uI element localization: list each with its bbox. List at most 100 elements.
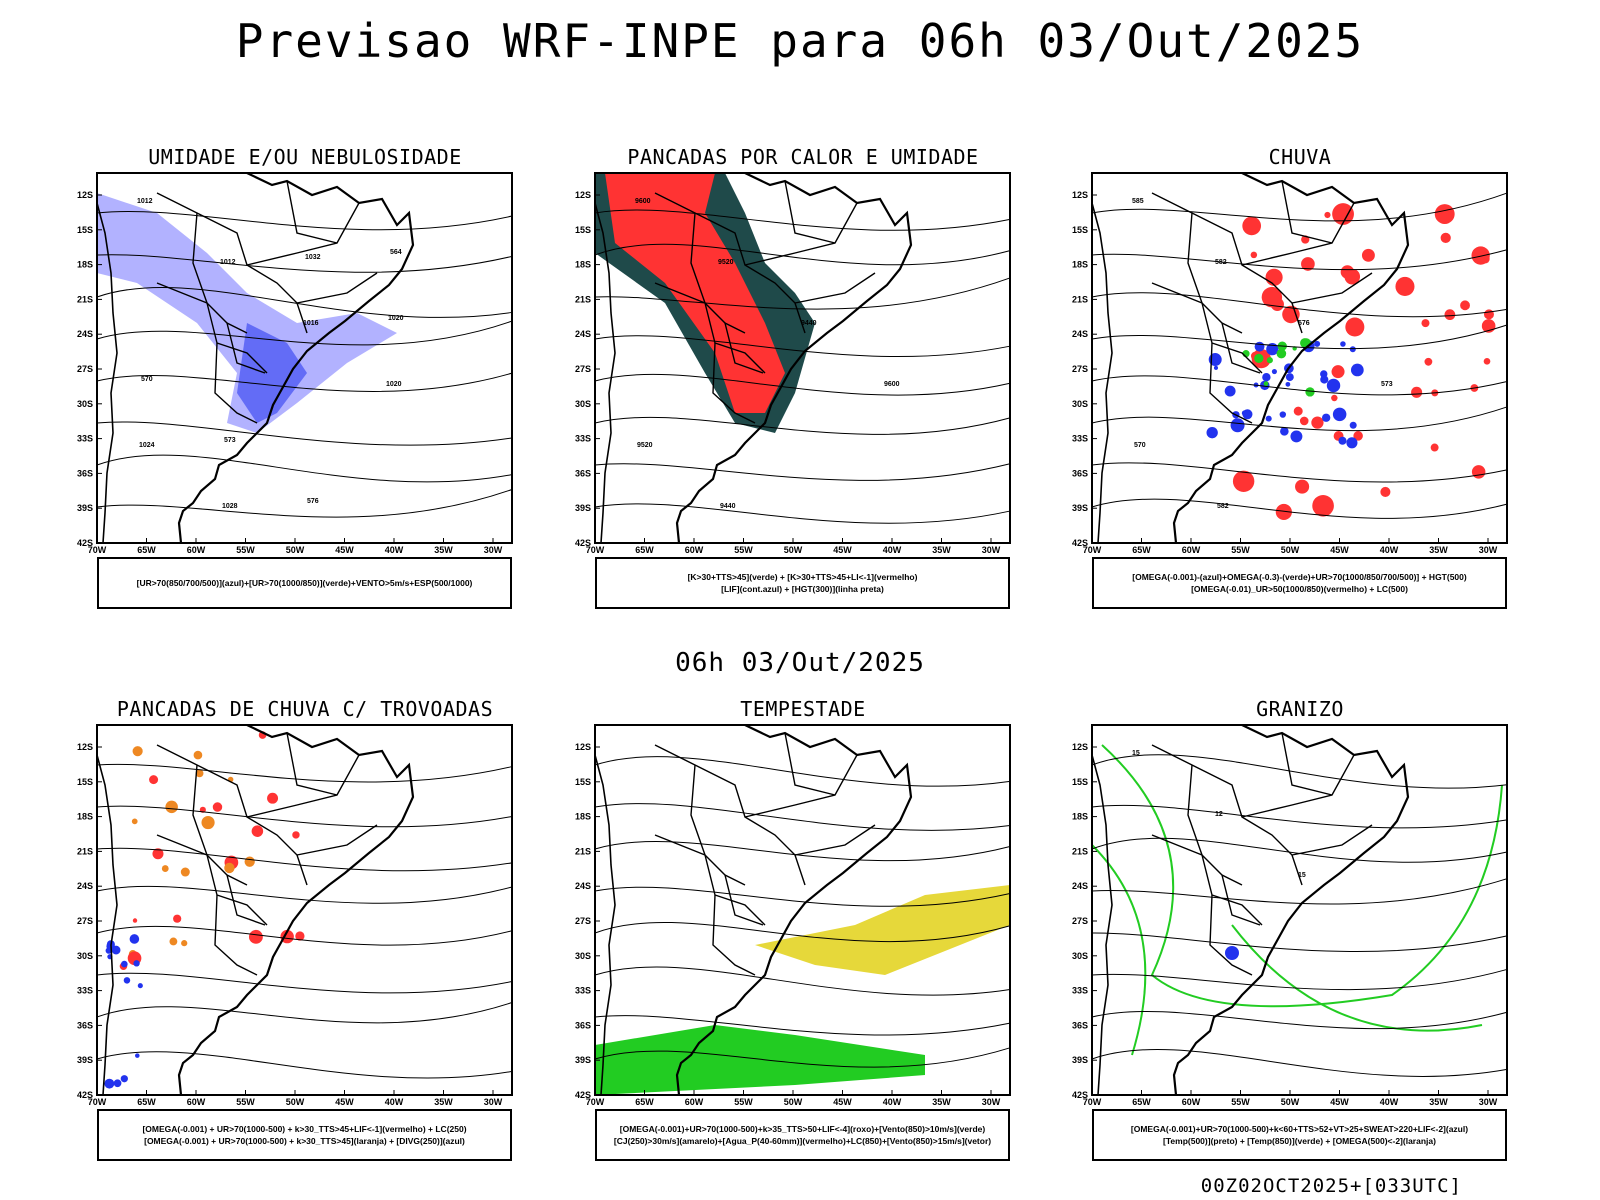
- lon-tick-label: 40W: [385, 1097, 404, 1107]
- lon-tick-label: 55W: [1231, 545, 1250, 555]
- contour-label: 564: [390, 249, 402, 256]
- lat-tick-label: 42S: [77, 1090, 93, 1100]
- legend-line-2: [LIF](cont.azul) + [HGT(300)](linha pret…: [721, 584, 884, 594]
- lon-tick-label: 35W: [434, 545, 453, 555]
- isoline: [96, 372, 513, 392]
- panel-title: PANCADAS DE CHUVA C/ TROVOADAS: [116, 697, 494, 721]
- divergence-patch: [123, 977, 131, 984]
- panel-title: PANCADAS POR CALOR E UMIDADE: [627, 145, 979, 169]
- political-border: [1209, 342, 1253, 424]
- lat-tick-label: 27S: [1072, 916, 1088, 926]
- omega-patch: [1285, 381, 1291, 387]
- isoline: [96, 763, 513, 783]
- lat-tick-label: 15S: [1072, 225, 1088, 235]
- contours: [1091, 192, 1508, 519]
- political-border: [192, 764, 248, 886]
- isoline: [594, 463, 1011, 481]
- lon-tick-label: 35W: [932, 1097, 951, 1107]
- contours: [594, 756, 1011, 1068]
- rain-patch: [1471, 465, 1486, 479]
- rain-patch: [1480, 254, 1490, 264]
- lon-tick-label: 55W: [734, 1097, 753, 1107]
- rain-patch: [1312, 494, 1334, 517]
- coastline-west: [594, 754, 616, 1096]
- contour-label: 9600: [884, 381, 900, 388]
- legend-line-2: [OMEGA(-0.001) + UR>70(1000-500) + k>30_…: [144, 1136, 465, 1146]
- coastline: [1172, 724, 1410, 1096]
- lat-tick-label: 30S: [77, 399, 93, 409]
- rain-patch: [1324, 211, 1331, 219]
- hail-patch: [1225, 946, 1239, 960]
- political-border: [246, 754, 360, 818]
- contour-label: 9440: [720, 503, 736, 510]
- isoline: [96, 925, 513, 946]
- storm-patch: [251, 825, 264, 837]
- run-timestamp: 00Z02OCT2025+[033UTC]: [1200, 1175, 1462, 1197]
- contour-label: 573: [1381, 381, 1393, 388]
- legend-line-1: [K>30+TTS>45](verde) + [K>30+TTS>45+LI<-…: [687, 572, 918, 582]
- isoline: [594, 243, 1011, 266]
- lon-tick-label: 70W: [586, 545, 605, 555]
- isoline: [594, 209, 1011, 231]
- political-border: [296, 272, 378, 304]
- omega-patch: [1290, 430, 1303, 443]
- omega-patch: [1321, 413, 1331, 422]
- political-border: [654, 744, 806, 886]
- isoline: [1091, 837, 1508, 863]
- divergence-patch: [137, 983, 143, 989]
- panel-umidade: UMIDADE E/OU NEBULOSIDADE 12S 15S 18S 21S 24…: [75, 145, 535, 610]
- contour-label: 9520: [637, 442, 653, 449]
- storm-patch: [132, 746, 143, 757]
- lon-tick-label: 60W: [187, 1097, 206, 1107]
- lat-tick-label: 42S: [1072, 538, 1088, 548]
- lat-tick-label: 12S: [575, 190, 591, 200]
- rain-patch: [1331, 365, 1345, 379]
- instability-core: [605, 173, 785, 413]
- lon-tick-label: 70W: [88, 1097, 107, 1107]
- omega-patch: [1224, 385, 1236, 397]
- legend-line-1: [UR>70(850/700/500)](azul)+[UR>70(1000/8…: [136, 578, 473, 588]
- political-border: [794, 272, 876, 304]
- lat-tick-label: 21S: [77, 846, 93, 856]
- contour-label: 9600: [635, 198, 651, 205]
- contours: [96, 763, 513, 1079]
- isoline: [594, 841, 1011, 862]
- lat-tick-label: 39S: [1072, 503, 1088, 513]
- political-border: [1151, 744, 1303, 886]
- lat-tick-label: 30S: [77, 951, 93, 961]
- lat-tick-label: 24S: [575, 329, 591, 339]
- panel-legend: [OMEGA(-0.001)+UR>70(1000-500)+k<60+TTS>…: [1092, 1109, 1507, 1161]
- isoline: [594, 416, 1011, 435]
- coastline: [1172, 172, 1410, 544]
- lat-tick-label: 33S: [1072, 986, 1088, 996]
- lat-tick-label: 21S: [1072, 294, 1088, 304]
- lon-tick-label: 40W: [385, 545, 404, 555]
- political-border: [286, 180, 338, 244]
- rain-patch: [1311, 416, 1324, 429]
- lat-tick-label: 30S: [1072, 399, 1088, 409]
- political-border: [1151, 282, 1263, 374]
- rain-patch: [1440, 232, 1451, 244]
- panel-trovoadas: PANCADAS DE CHUVA C/ TROVOADAS 12S 15S 18S…: [75, 697, 535, 1162]
- lon-tick-label: 45W: [335, 545, 354, 555]
- omega-patch: [1332, 407, 1347, 422]
- omega-patch: [1350, 363, 1364, 377]
- rain-patch: [1380, 486, 1391, 497]
- political-border: [246, 202, 360, 266]
- wind-area: [595, 1025, 925, 1095]
- page-title: Previsao WRF-INPE para 06h 03/Out/2025: [235, 14, 1365, 68]
- isoline: [1091, 754, 1508, 789]
- lon-tick-label: 40W: [1380, 545, 1399, 555]
- isoline: [594, 1015, 1011, 1036]
- rain-patch: [1460, 300, 1470, 311]
- political-border: [784, 180, 836, 244]
- coastline: [177, 172, 415, 544]
- lat-tick-label: 33S: [1072, 434, 1088, 444]
- legend-line-1: [OMEGA(-0.001) + UR>70(1000-500) + k>30_…: [142, 1124, 467, 1134]
- divergence-patch: [135, 1053, 140, 1058]
- storm-patch: [224, 862, 235, 874]
- panel-tempestade: TEMPESTADE 12S 15S 18S 21S 24S 27S 30S 33S 36S 39…: [573, 697, 1033, 1162]
- lon-tick-label: 70W: [88, 545, 107, 555]
- contour-label: 1024: [139, 442, 155, 449]
- lon-tick-label: 30W: [484, 545, 503, 555]
